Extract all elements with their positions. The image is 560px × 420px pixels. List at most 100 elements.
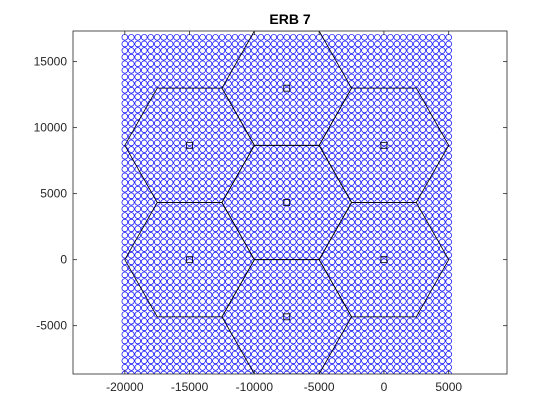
grid-point [225,232,232,239]
grid-point [335,133,342,140]
grid-point [309,199,316,206]
grid-point [141,337,148,345]
grid-point [128,126,135,133]
grid-point [251,86,258,94]
grid-point [257,86,265,94]
grid-point [374,93,381,100]
grid-point [257,166,265,173]
grid-point [393,271,401,279]
grid-point [218,212,226,219]
grid-point [432,53,440,61]
grid-point [367,265,375,272]
grid-point [419,179,427,186]
grid-point [231,238,239,246]
grid-point [128,364,135,371]
grid-point [257,212,265,219]
grid-point [173,53,180,61]
grid-point [296,245,303,252]
grid-point [257,225,265,233]
grid-point [361,278,368,285]
grid-point [128,218,135,226]
grid-point [322,317,329,325]
grid-point [238,133,245,140]
grid-point [335,192,342,200]
grid-point [166,317,174,325]
grid-point [238,304,245,312]
grid-point [328,166,336,173]
grid-point [413,159,420,167]
grid-point [400,73,407,81]
grid-point [302,364,310,371]
grid-point [251,172,258,180]
grid-point [244,166,252,173]
grid-point [160,53,167,61]
grid-point [296,324,303,332]
grid-point [328,265,336,272]
grid-point [393,172,401,180]
grid-point [270,179,278,186]
grid-point [393,265,401,272]
grid-point [277,192,284,200]
grid-point [361,258,368,266]
grid-point [445,146,452,153]
grid-point [393,337,401,345]
grid-point [419,232,427,239]
grid-point [413,357,420,365]
grid-point [361,304,368,312]
grid-point [393,311,401,318]
grid-point [354,34,362,41]
grid-point [419,350,427,358]
grid-point [289,119,297,127]
grid-point [302,212,310,219]
grid-point [328,40,336,48]
grid-point [160,245,167,252]
grid-point [426,304,433,312]
grid-point [406,185,414,193]
grid-point [231,106,239,114]
grid-point [264,113,271,120]
grid-point [380,166,388,173]
grid-point [380,278,388,285]
grid-point [173,344,180,351]
grid-point [419,126,427,133]
grid-point [296,337,303,345]
grid-point [432,291,440,299]
grid-point [147,364,154,371]
grid-point [186,284,193,292]
grid-point [205,185,213,193]
grid-point [173,218,180,226]
grid-point [328,86,336,94]
grid-point [225,60,232,67]
grid-point [348,126,355,133]
grid-point [147,284,154,292]
grid-point [341,317,349,325]
grid-point [251,344,258,351]
grid-point [147,179,154,186]
grid-point [179,166,187,173]
grid-point [128,251,135,259]
grid-point [387,225,394,233]
grid-point [225,126,232,133]
grid-point [179,113,187,120]
grid-point [413,53,420,61]
grid-point [160,185,167,193]
grid-point [147,344,154,351]
grid-point [244,278,252,285]
grid-point [432,218,440,226]
grid-point [257,60,265,67]
grid-point [387,245,394,252]
grid-point [251,47,258,54]
grid-point [277,93,284,100]
grid-point [270,126,278,133]
grid-point [335,199,342,206]
grid-point [166,258,174,266]
grid-point [225,53,232,61]
grid-point [432,133,440,140]
grid-point [270,192,278,200]
grid-point [166,119,174,127]
grid-point [348,284,355,292]
grid-point [315,40,323,48]
grid-point [380,251,388,259]
grid-point [432,251,440,259]
grid-point [361,47,368,54]
